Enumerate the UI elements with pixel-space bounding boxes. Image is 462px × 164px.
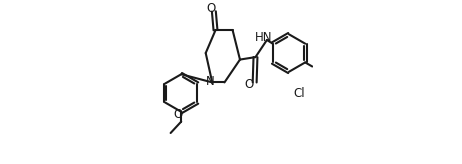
Text: O: O (244, 78, 253, 91)
Text: HN: HN (255, 31, 273, 44)
Text: O: O (173, 108, 182, 121)
Text: Cl: Cl (294, 87, 305, 100)
Text: O: O (207, 2, 216, 15)
Text: N: N (206, 75, 214, 88)
